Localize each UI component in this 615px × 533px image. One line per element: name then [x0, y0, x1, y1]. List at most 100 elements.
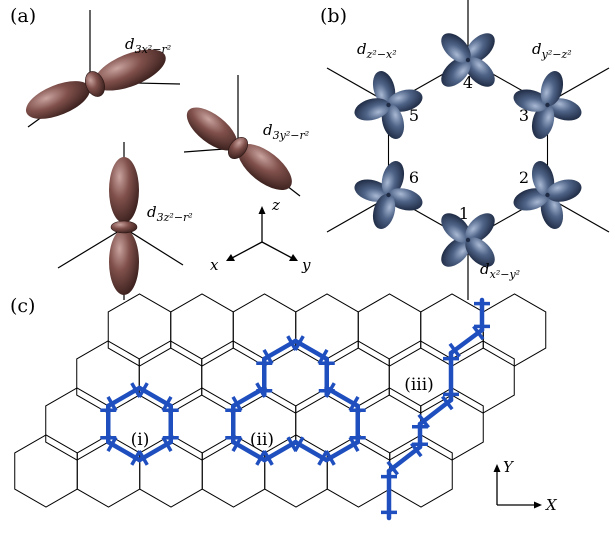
- label-dx2-y2: dx²−y²: [480, 260, 520, 281]
- clover-lobe: [531, 160, 555, 197]
- lattice-hexagon: [482, 293, 547, 367]
- path-tick: [472, 325, 485, 341]
- axis-x-label: x: [210, 256, 219, 274]
- lattice-hexagon: [264, 434, 328, 508]
- clover-lobe: [465, 213, 495, 243]
- clover-lobe: [372, 70, 396, 107]
- clover-center: [545, 102, 550, 108]
- lattice-hexagon: [45, 387, 109, 461]
- path-tick: [262, 348, 274, 365]
- clover-lobe: [441, 57, 471, 87]
- lattice-axis-x-label: X: [545, 496, 558, 514]
- clover-center: [386, 192, 391, 198]
- lobe: [109, 229, 139, 295]
- torus: [85, 71, 105, 97]
- path-tick: [137, 450, 149, 466]
- lobe: [109, 157, 139, 223]
- lattice-hexagon: [389, 434, 453, 508]
- clover-lobe: [387, 89, 423, 112]
- label-d3z2-r2: d3z²−r²: [147, 203, 193, 224]
- clover-center: [465, 57, 471, 63]
- lattice-hexagon: [357, 293, 422, 367]
- label-d3x2-r2: d3x²−r²: [125, 35, 171, 56]
- clover-lobe: [372, 193, 396, 230]
- path-tick: [161, 395, 173, 412]
- lobe: [25, 81, 91, 119]
- path-edge: [417, 397, 454, 427]
- lattice-hexagon: [76, 340, 140, 414]
- panel-a: (a) d3x²−r² d3y²−r²: [10, 5, 311, 300]
- clover-lobe: [441, 237, 471, 267]
- loop-label-i: (i): [131, 430, 150, 450]
- loop-label-ii: (ii): [250, 430, 274, 450]
- path-tick: [130, 382, 142, 398]
- orbital-d3z2-r2: [57, 142, 184, 300]
- site-number-6: 6: [409, 168, 419, 187]
- orbital-d3x2-r2: [25, 10, 181, 128]
- path-tick: [317, 450, 329, 466]
- panel-c: (c) (i) (ii) (iii) Y X: [10, 293, 558, 521]
- lattice-hexagon: [170, 387, 234, 461]
- path-tick: [286, 436, 298, 453]
- path-tick: [106, 436, 118, 453]
- axis-triad: [226, 206, 298, 261]
- clover-lobe: [465, 33, 495, 63]
- lattice-hexagon: [138, 340, 203, 414]
- clover-lobe: [465, 57, 495, 87]
- lattice-hexagon: [232, 293, 297, 367]
- axis-z-label: z: [271, 196, 280, 214]
- lattice-axis-y-label: Y: [503, 458, 515, 476]
- loop-label-iii: (iii): [404, 375, 434, 395]
- clover-lobe: [540, 70, 564, 107]
- site-number-1: 1: [459, 204, 469, 223]
- lattice-hexagon: [357, 387, 422, 461]
- orbital-ring: [326, 0, 610, 300]
- clover-lobe: [381, 103, 405, 140]
- clover-lobe: [465, 237, 495, 267]
- path-tick: [255, 450, 267, 466]
- clover-lobe: [513, 188, 549, 211]
- path-edge: [386, 444, 423, 474]
- path-tick: [324, 382, 336, 398]
- path-edge: [448, 327, 485, 356]
- panel-b-label: (b): [320, 5, 347, 27]
- path-tick: [286, 335, 298, 351]
- path-tick: [348, 395, 360, 412]
- torus: [110, 220, 138, 234]
- clover-lobe: [381, 160, 405, 197]
- clover-center: [386, 102, 391, 108]
- path-tick: [409, 442, 423, 458]
- orbital-d3y2-r2: [183, 75, 301, 197]
- lobe: [238, 144, 292, 190]
- label-dz2-x2: dz²−x²: [357, 40, 397, 61]
- path-tick: [293, 335, 305, 351]
- clover-lobe: [354, 179, 390, 202]
- path-tick: [137, 382, 149, 398]
- clover-lobe: [546, 98, 582, 121]
- clover-lobe: [531, 103, 555, 140]
- clover-center: [545, 192, 550, 198]
- highlighted-paths: [100, 297, 490, 521]
- lattice-hexagon: [451, 340, 515, 414]
- label-dy2-z2: dy²−z²: [532, 40, 572, 61]
- lattice-hexagon: [326, 434, 391, 508]
- path-tick: [130, 450, 142, 466]
- path-tick: [231, 436, 243, 453]
- path-tick: [262, 450, 274, 466]
- panel-a-label: (a): [10, 5, 36, 27]
- lattice-hexagon: [201, 340, 265, 414]
- path-tick: [161, 436, 173, 453]
- clover-center: [465, 237, 471, 243]
- lattice-hexagon: [170, 293, 234, 367]
- axis-y-label: y: [301, 256, 311, 274]
- path-tick: [448, 342, 461, 358]
- lattice-hexagon: [107, 293, 172, 367]
- label-d3y2-r2: d3y²−r²: [263, 121, 309, 142]
- lattice-hexagon: [295, 293, 359, 367]
- path-tick: [106, 395, 118, 412]
- lattice-hexagon: [326, 340, 390, 414]
- clover-lobe: [354, 98, 390, 121]
- clover-lobe: [540, 193, 564, 230]
- lattice-hexagon: [14, 434, 78, 508]
